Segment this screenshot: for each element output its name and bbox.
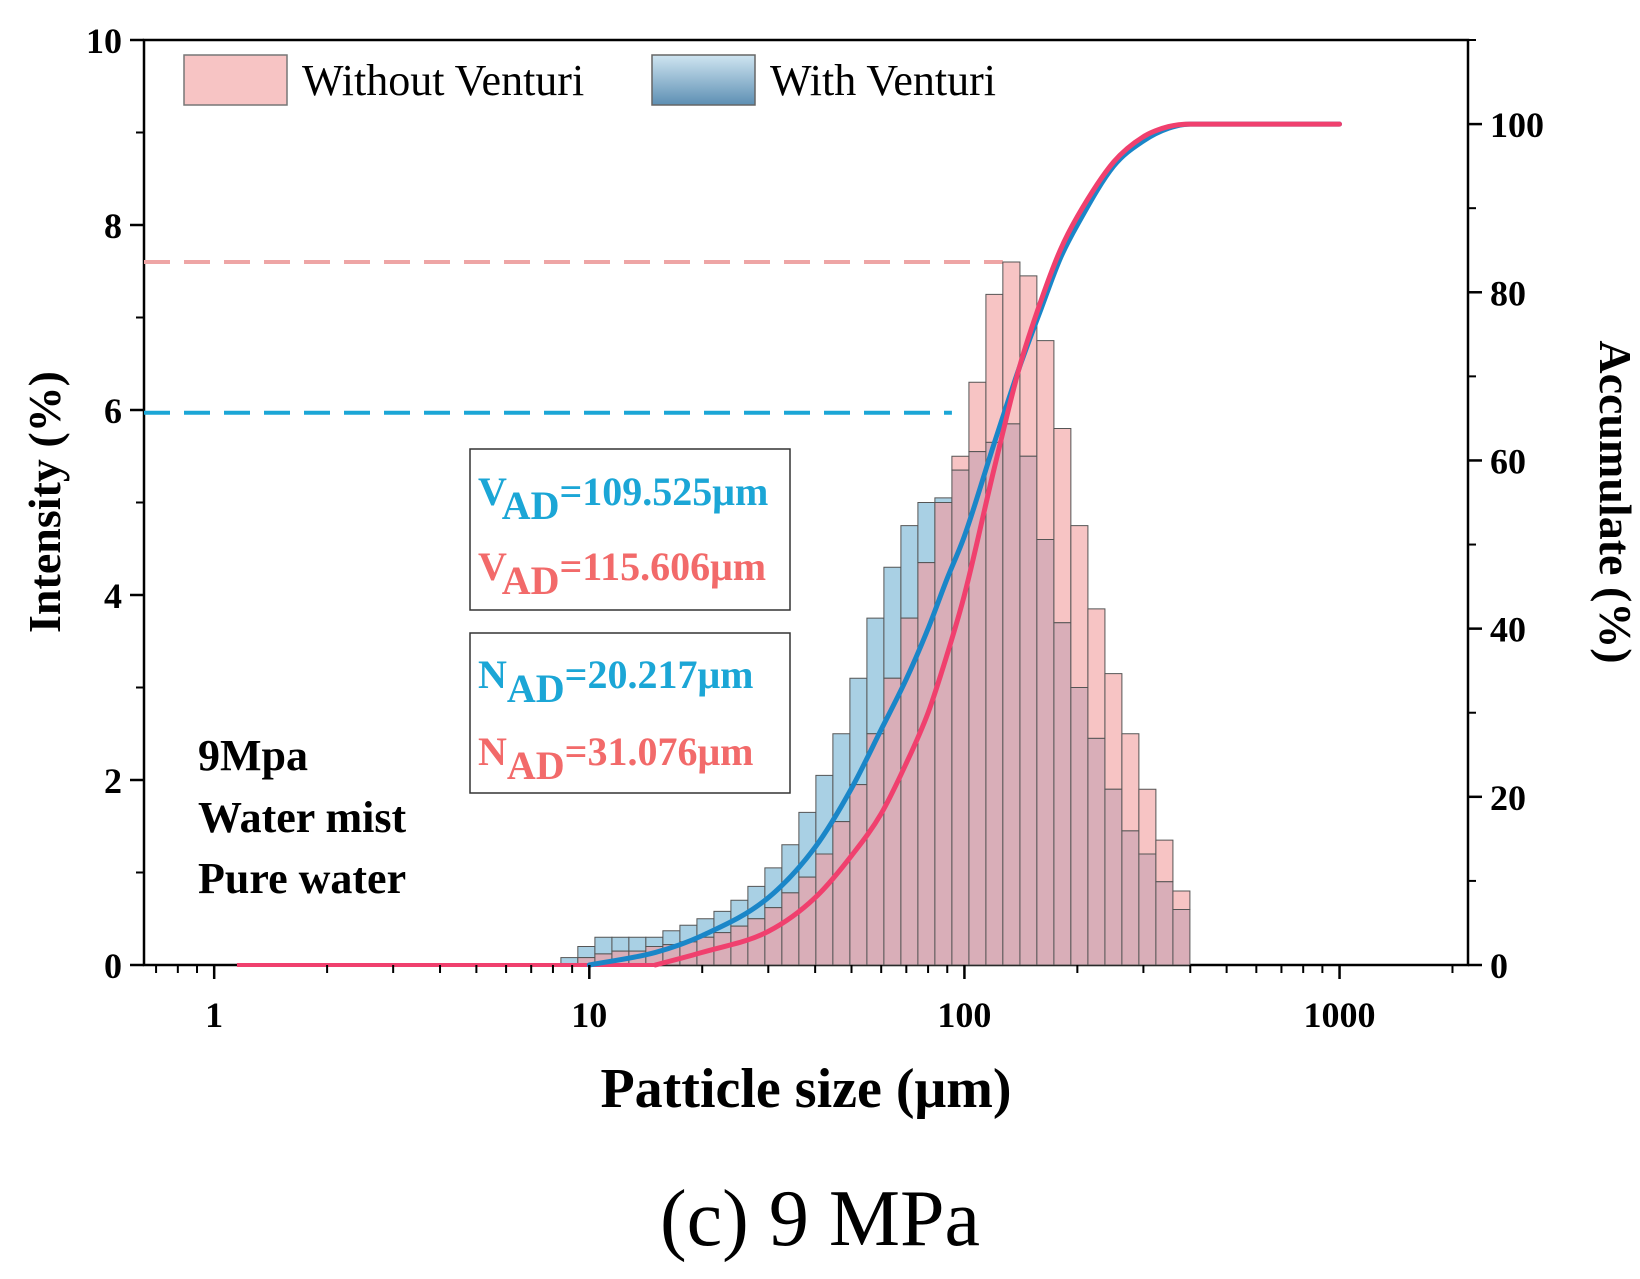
annotation-box-volume: VAD=109.525μm VAD=115.606μm (469, 448, 791, 611)
bar-overlap (1036, 539, 1055, 966)
bar-with-venturi (662, 930, 681, 946)
bar-overlap (781, 892, 800, 966)
x-tick-label: 10 (571, 995, 607, 1035)
y-tick-label: 10 (86, 21, 122, 61)
bars-without-venturi (577, 261, 1191, 966)
y2-tick-label: 20 (1490, 778, 1526, 818)
nad-without-prefix: N (478, 729, 507, 774)
y2-tick-label: 80 (1490, 273, 1526, 313)
bar-overlap (1155, 881, 1174, 966)
nad-with-prefix: N (478, 652, 507, 697)
bar-with-venturi (883, 566, 902, 679)
bar-with-venturi (917, 502, 936, 564)
y-tick-label: 6 (104, 391, 122, 431)
cumulative-curves (236, 121, 1342, 968)
cumulative-without-venturi (652, 121, 1342, 968)
bar-with-venturi (866, 617, 885, 735)
nad-without-sub: AD (507, 743, 565, 788)
figure-caption: (c) 9 MPa (660, 1175, 980, 1263)
bar-overlap (1019, 455, 1038, 966)
nad-with-sub: AD (507, 666, 565, 711)
bar-with-venturi (611, 936, 630, 952)
bar-overlap (832, 821, 851, 966)
bar-without-venturi (1036, 340, 1055, 540)
bar-overlap (968, 451, 987, 966)
nad-without-value: =31.076μm (565, 729, 754, 774)
legend: Without Venturi With Venturi (183, 54, 996, 106)
condition-pressure: 9Mpa (198, 731, 308, 780)
legend-swatch-without-venturi (183, 54, 288, 106)
x-axis-title: Patticle size (μm) (600, 1058, 1011, 1120)
x-tick-label: 1 (205, 995, 223, 1035)
bars-with-venturi (560, 497, 953, 966)
bar-overlap (1070, 687, 1089, 966)
bar-without-venturi (951, 455, 970, 471)
bar-with-venturi (577, 946, 596, 959)
bar-without-venturi (1053, 428, 1072, 624)
vad-with-sub: AD (502, 483, 560, 528)
y2-tick-label: 0 (1490, 946, 1508, 986)
bar-overlap (1002, 423, 1021, 966)
bar-overlap (849, 784, 868, 966)
vad-with-value: =109.525μm (560, 469, 769, 514)
bar-overlap (1138, 853, 1157, 966)
bar-without-venturi (1087, 608, 1106, 739)
x-tick-label: 100 (937, 995, 991, 1035)
bar-overlap (764, 907, 783, 966)
bar-without-venturi (1155, 839, 1174, 883)
caption-text: 9 MPa (749, 1175, 980, 1263)
legend-label-with-venturi: With Venturi (770, 56, 996, 105)
annotation-box-v-frame (469, 448, 791, 611)
y2-tick-label: 100 (1490, 105, 1544, 145)
y2-tick-label: 60 (1490, 441, 1526, 481)
nad-with-venturi: NAD=20.217μm (478, 652, 753, 711)
bar-with-venturi (934, 497, 953, 503)
bar-without-venturi (1104, 673, 1123, 790)
bar-without-venturi (1070, 525, 1089, 688)
legend-label-without-venturi: Without Venturi (302, 56, 584, 105)
condition-liquid: Pure water (198, 854, 406, 903)
annotation-box-number: NAD=20.217μm NAD=31.076μm (469, 632, 791, 794)
bar-overlap (1121, 830, 1140, 966)
bar-overlap (866, 733, 885, 966)
x-tick-label: 1000 (1304, 995, 1376, 1035)
legend-swatch-with-venturi (651, 54, 756, 106)
bar-with-venturi (900, 525, 919, 619)
bar-overlap (1087, 737, 1106, 966)
bar-overlap (1172, 909, 1191, 966)
bar-overlap (985, 441, 1004, 966)
bar-without-venturi (968, 381, 987, 453)
y-tick-label: 0 (104, 946, 122, 986)
bar-with-venturi (628, 936, 647, 952)
y-axis-title: Intensity (%) (19, 371, 70, 633)
reference-lines (144, 260, 1003, 415)
nad-with-value: =20.217μm (565, 652, 754, 697)
y-tick-label: 8 (104, 206, 122, 246)
bar-overlap (1104, 788, 1123, 966)
caption-prefix: (c) (660, 1175, 749, 1263)
bar-overlap (747, 918, 766, 966)
y-tick-label: 2 (104, 761, 122, 801)
bar-overlap (815, 853, 834, 966)
bar-without-venturi (1172, 890, 1191, 910)
y-tick-label: 4 (104, 576, 122, 616)
bar-overlap (1053, 622, 1072, 966)
bar-without-venturi (1121, 733, 1140, 832)
bar-without-venturi (1138, 788, 1157, 855)
vad-without-value: =115.606μm (560, 544, 767, 589)
cumulative-with-venturi (586, 121, 1342, 968)
bar-with-venturi (645, 936, 664, 947)
y2-axis-title: Accumulate (%) (1590, 340, 1640, 663)
bar-overlap (798, 876, 817, 966)
bar-with-venturi (594, 936, 613, 955)
annotation-box-n-frame (469, 632, 791, 794)
vad-with-venturi: VAD=109.525μm (478, 469, 768, 528)
condition-medium: Water mist (198, 793, 406, 842)
y2-tick-label: 40 (1490, 610, 1526, 650)
vad-without-sub: AD (502, 558, 560, 603)
nad-without-venturi: NAD=31.076μm (478, 729, 753, 788)
